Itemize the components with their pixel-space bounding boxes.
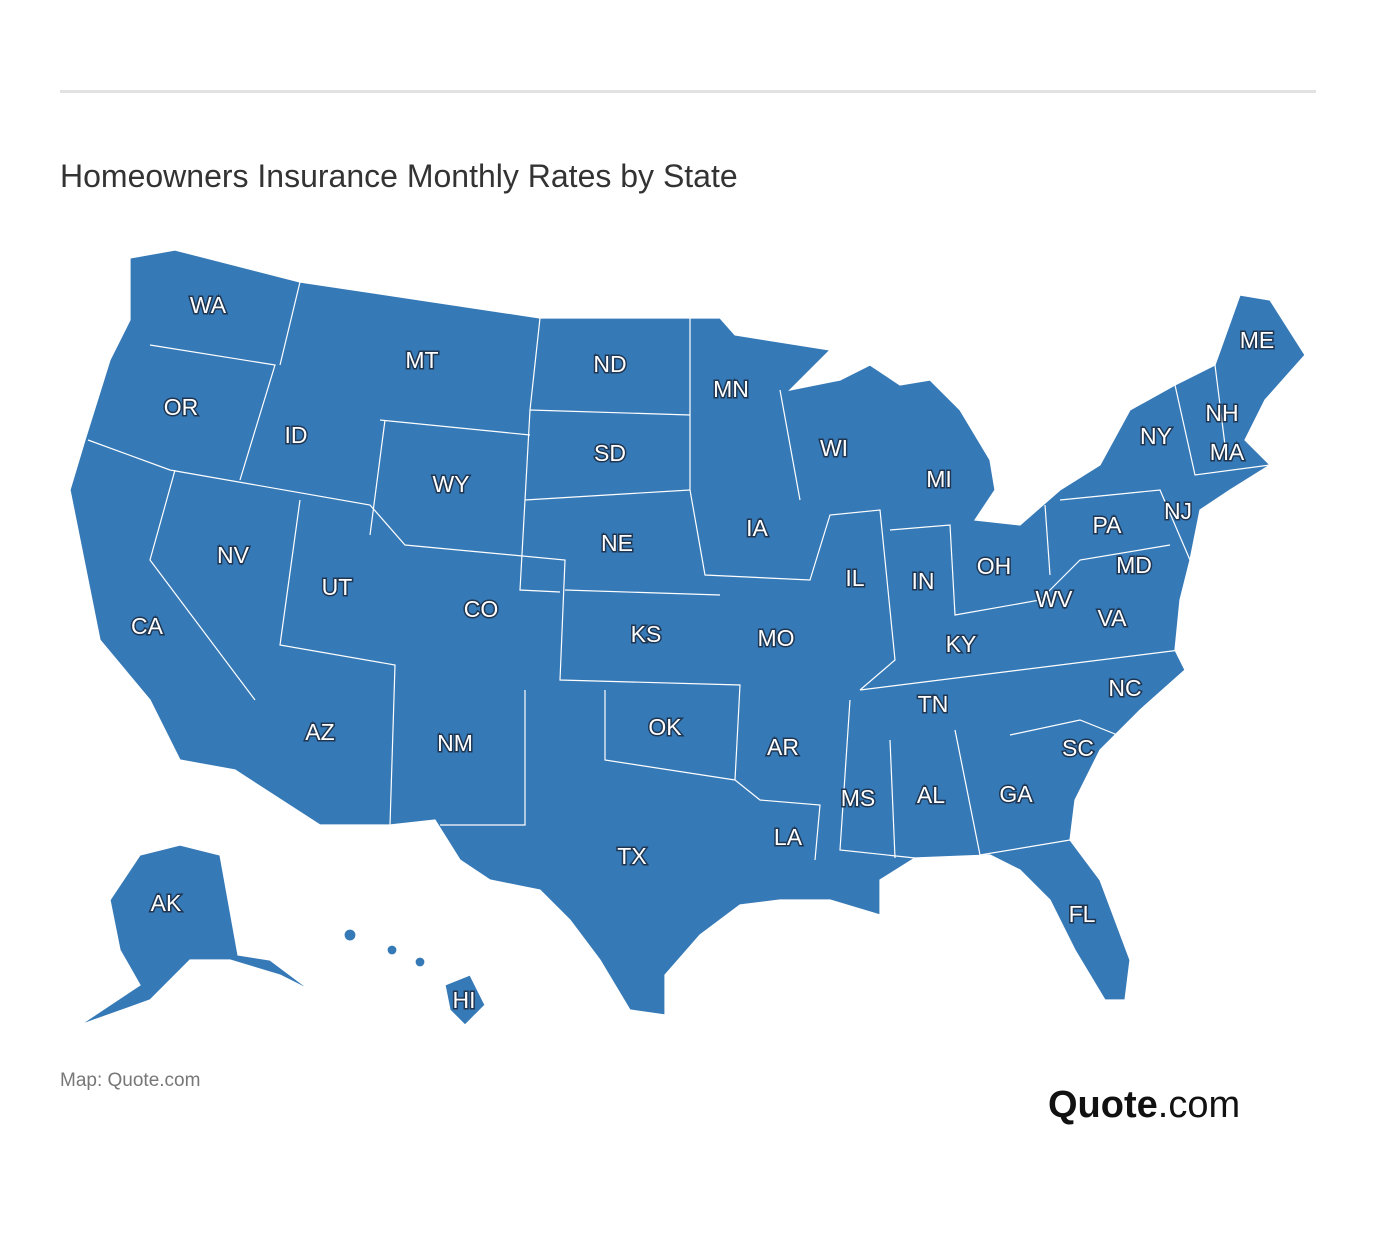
hawaii <box>444 974 486 1026</box>
state-label: AL <box>917 782 945 808</box>
state-label: HI <box>453 987 476 1013</box>
state-label: NE <box>601 530 633 556</box>
state-label: TX <box>617 843 646 869</box>
borders <box>87 281 1271 861</box>
state-label: KY <box>946 631 977 657</box>
state-label: AK <box>151 890 182 916</box>
state-label: MI <box>926 466 952 492</box>
state-label: KS <box>631 621 662 647</box>
hawaii-island <box>343 928 357 942</box>
state-label: NJ <box>1164 498 1192 524</box>
state-label: NM <box>437 730 473 756</box>
state-label: MN <box>713 376 749 402</box>
source: Map: Quote.com <box>60 1070 201 1091</box>
state-label: WI <box>820 435 848 461</box>
state-label: GA <box>999 781 1033 807</box>
hawaii-island <box>414 956 426 968</box>
state-label: PA <box>1093 512 1123 538</box>
state-label: NY <box>1140 423 1172 449</box>
logo-brand: Quote <box>1048 1084 1158 1126</box>
state-label: IN <box>912 568 935 594</box>
state-label: IL <box>845 565 864 591</box>
state-label: SC <box>1062 735 1094 761</box>
state-label: OR <box>164 394 199 420</box>
state-label: WA <box>190 292 227 318</box>
state-label: LA <box>774 824 803 850</box>
state-label: WV <box>1035 586 1073 612</box>
alaska <box>79 844 311 1026</box>
state-label: NV <box>217 542 250 568</box>
state-label: SD <box>594 440 626 466</box>
state-label: TN <box>918 691 949 717</box>
state-label: IA <box>746 515 768 541</box>
state-label: MS <box>841 785 876 811</box>
state-label: CA <box>131 613 164 639</box>
state-label: AR <box>767 734 799 760</box>
title: Homeowners Insurance Monthly Rates by St… <box>60 158 738 194</box>
state-label: NH <box>1205 400 1238 426</box>
mainland <box>69 249 1306 1016</box>
state-label: MA <box>1210 439 1245 465</box>
hawaii-island <box>386 944 398 956</box>
state-label: CO <box>464 596 499 622</box>
state-label: OH <box>977 553 1012 579</box>
state-label: ND <box>593 351 626 377</box>
divider <box>60 90 1316 93</box>
logo-suffix: .com <box>1157 1084 1241 1126</box>
state-label: MD <box>1116 552 1152 578</box>
state-label: NC <box>1108 675 1141 701</box>
state-label: WY <box>432 471 469 497</box>
state-label: FL <box>1069 901 1096 927</box>
state-label: MO <box>757 625 794 651</box>
state-label: AZ <box>305 719 334 745</box>
state-label: VA <box>1098 605 1128 631</box>
state-label: ME <box>1240 327 1275 353</box>
logo: Quote.com <box>1048 1084 1240 1127</box>
state-label: OK <box>648 714 682 740</box>
state-label: ID <box>285 422 308 448</box>
state-label: MT <box>405 347 438 373</box>
state-label: UT <box>322 574 353 600</box>
